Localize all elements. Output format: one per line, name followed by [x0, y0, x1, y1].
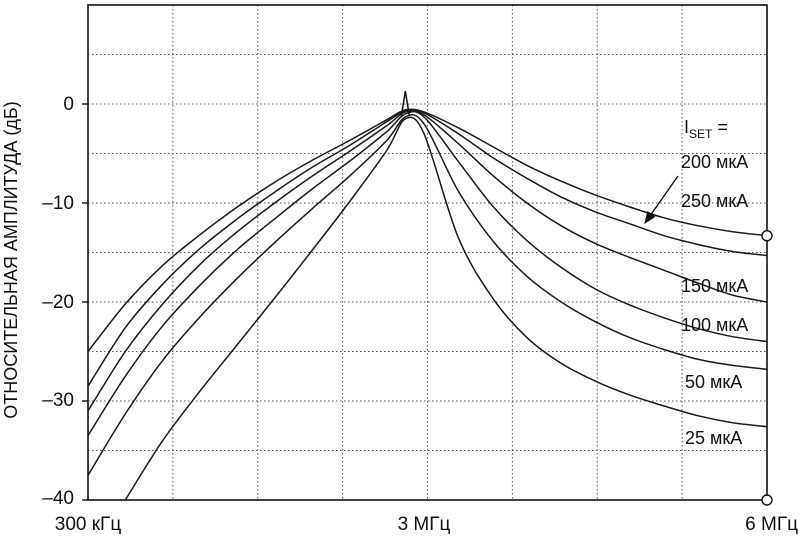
resonance-peak	[400, 91, 411, 116]
series-layer	[87, 91, 768, 501]
series-label-25uA: 25 мкА	[685, 428, 742, 448]
series-line-2	[87, 110, 768, 412]
legend-title: ISET =	[684, 117, 728, 141]
endpoint-marker	[761, 229, 773, 242]
series-label-100uA: 100 мкА	[681, 315, 748, 335]
series-line-5	[124, 116, 768, 501]
y-tick-label: –10	[42, 193, 74, 214]
series-line-3	[87, 110, 768, 437]
endpoint-marker	[761, 494, 773, 506]
x-tick-label: 300 кГц	[55, 514, 122, 535]
y-tick-label: –20	[42, 292, 74, 313]
annotation-arrow	[644, 175, 679, 225]
series-line-4	[87, 114, 768, 477]
endpoint-markers	[761, 229, 773, 506]
series-line-1	[87, 109, 768, 387]
series-label-250uA: 250 мкА	[681, 191, 748, 211]
x-tick-label: 3 МГц	[398, 514, 451, 535]
series-label-150uA: 150 мкА	[681, 276, 748, 296]
series-label-200uA: 200 мкА	[681, 152, 748, 172]
plot-grid	[82, 5, 767, 501]
y-tick-label: –30	[42, 390, 74, 411]
y-tick-label: –40	[42, 488, 74, 509]
x-tick-label: 6 МГц	[745, 514, 798, 535]
y-axis-label: ОТНОСИТЕЛЬНАЯ АМПЛИТУДА (дБ)	[1, 101, 21, 418]
series-label-50uA: 50 мкА	[685, 372, 742, 392]
y-tick-label: 0	[63, 94, 74, 115]
plot-frame	[87, 4, 768, 501]
